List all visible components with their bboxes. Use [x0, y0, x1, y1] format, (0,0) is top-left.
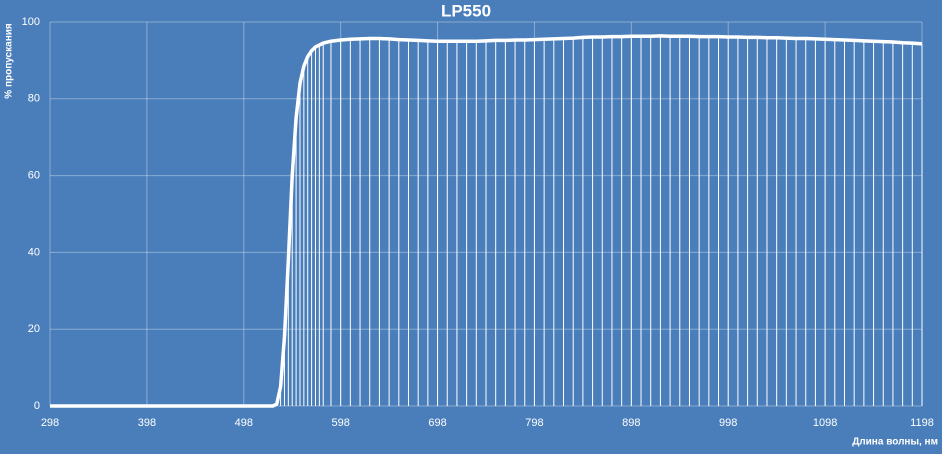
x-tick-label: 298: [41, 417, 59, 429]
chart-title: LP550: [441, 1, 491, 20]
data-line: [50, 34, 923, 408]
y-axis-label: % пропускания: [4, 23, 15, 99]
x-tick-label: 498: [235, 417, 253, 429]
y-tick-label: 80: [28, 93, 40, 105]
x-tick-label: 998: [719, 417, 737, 429]
y-tick-label: 0: [34, 400, 40, 412]
x-tick-label: 798: [525, 417, 543, 429]
x-tick-label: 1198: [910, 417, 934, 429]
y-tick-label: 60: [28, 170, 40, 182]
y-tick-label: 100: [22, 16, 40, 28]
x-tick-label: 898: [622, 417, 640, 429]
y-tick-label: 40: [28, 246, 40, 258]
x-tick-label: 698: [428, 417, 446, 429]
y-tick-label: 20: [28, 323, 40, 335]
x-tick-label: 1098: [813, 417, 837, 429]
x-tick-label: 398: [138, 417, 156, 429]
x-axis-label: Длина волны, нм: [852, 437, 938, 448]
x-tick-label: 598: [331, 417, 349, 429]
